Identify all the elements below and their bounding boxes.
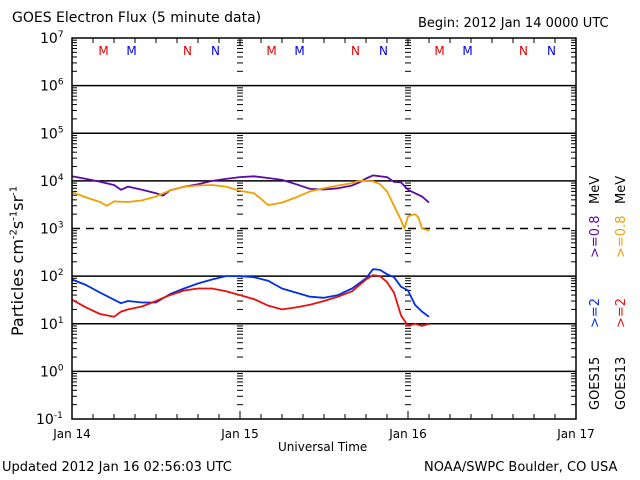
legend-mev-goes13: MeV	[614, 175, 629, 204]
y-tick-label: 106	[40, 78, 64, 95]
legend-ge08-goes13: >=0.8	[614, 215, 629, 258]
y-tick-label: 100	[40, 363, 64, 380]
series-lines	[71, 174, 430, 327]
x-axis-label: Universal Time	[278, 440, 368, 454]
x-tick-labels: Jan 14 Jan 15 Jan 16 Jan 17	[52, 427, 595, 441]
y-tick-label: 103	[40, 221, 64, 238]
y-axis-label-exp1: -2	[8, 229, 20, 240]
x-tick-label: Jan 15	[220, 427, 259, 441]
local-time-marker: N	[351, 44, 360, 58]
local-time-marker: M	[98, 44, 108, 58]
credit-label: NOAA/SWPC Boulder, CO USA	[424, 460, 618, 475]
begin-label: Begin: 2012 Jan 14 0000 UTC	[418, 16, 609, 31]
y-tick-label: 104	[40, 173, 64, 190]
series-line-1	[71, 179, 430, 232]
series-line-3	[71, 274, 430, 327]
local-time-marker: N	[211, 44, 220, 58]
legend-goes15: GOES15	[588, 356, 603, 410]
local-time-marker: M	[126, 44, 136, 58]
y-axis-label-main: Particles cm	[8, 239, 27, 336]
local-time-marker: N	[183, 44, 192, 58]
legend-ge2-goes13: >=2	[614, 297, 629, 328]
legend-ge2-goes15: >=2	[588, 297, 603, 328]
plot-frame	[71, 37, 577, 420]
local-time-marker: M	[294, 44, 304, 58]
chart-title: GOES Electron Flux (5 minute data)	[12, 10, 262, 26]
legend-col-goes13: GOES13 >=2 >=0.8 MeV	[614, 176, 629, 410]
legend-ge08-goes15: >=0.8	[588, 215, 603, 258]
local-time-marker: N	[519, 44, 528, 58]
y-tick-label: 105	[40, 125, 64, 142]
gridlines	[72, 84, 576, 373]
local-time-marker: M	[462, 44, 472, 58]
series-line-2	[71, 268, 430, 318]
y-axis-label-sr: sr	[8, 195, 27, 211]
y-tick-label: 10-1	[36, 411, 63, 428]
y-tick-label: 101	[40, 316, 64, 333]
local-time-marker: N	[547, 44, 556, 58]
y-axis-label-exp2: -1	[8, 210, 20, 221]
y-axis-label: Particles cm-2s-1sr-1	[8, 186, 27, 336]
local-time-marker: M	[266, 44, 276, 58]
updated-timestamp: Updated 2012 Jan 16 02:56:03 UTC	[2, 460, 232, 475]
minor-ticks	[71, 38, 577, 419]
x-tick-label: Jan 16	[388, 427, 427, 441]
y-axis-label-exp3: -1	[8, 185, 20, 196]
legend-mev-goes15: MeV	[588, 175, 603, 204]
local-time-marker: N	[379, 44, 388, 58]
x-tick-label: Jan 14	[52, 427, 91, 441]
y-tick-label: 102	[40, 268, 64, 285]
legend-col-goes15: GOES15 >=2 >=0.8 MeV	[588, 176, 603, 410]
series-line-0	[71, 174, 430, 204]
y-tick-label: 107	[40, 30, 64, 47]
x-tick-label: Jan 17	[556, 427, 595, 441]
y-tick-labels: 107 106 105 104 103 102 101 100 10-1	[36, 30, 64, 428]
legend-goes13: GOES13	[614, 356, 629, 410]
local-time-marker: M	[434, 44, 444, 58]
y-axis-label-s: s	[8, 220, 27, 230]
